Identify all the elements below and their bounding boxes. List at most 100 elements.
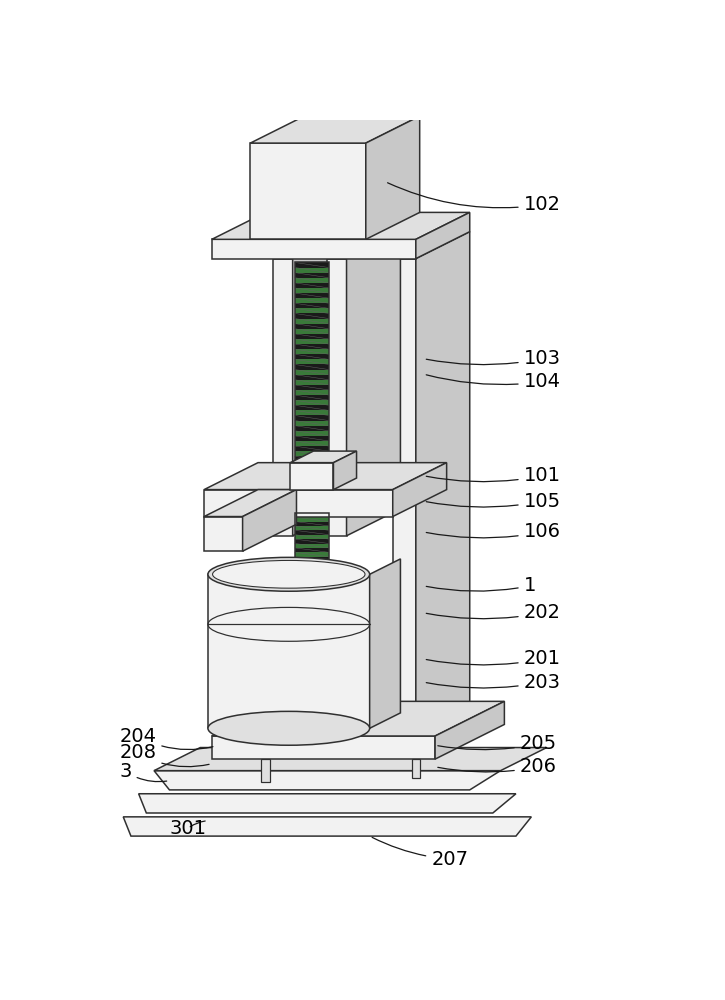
- Text: 104: 104: [426, 372, 560, 391]
- Polygon shape: [295, 441, 329, 446]
- Polygon shape: [295, 395, 329, 400]
- Polygon shape: [295, 539, 329, 544]
- Polygon shape: [295, 354, 329, 359]
- Polygon shape: [295, 436, 329, 441]
- Polygon shape: [295, 329, 329, 334]
- Text: 105: 105: [426, 492, 560, 511]
- Polygon shape: [295, 344, 329, 349]
- Polygon shape: [295, 334, 329, 339]
- Polygon shape: [327, 259, 347, 536]
- Polygon shape: [295, 308, 329, 313]
- Polygon shape: [295, 303, 329, 308]
- Text: 207: 207: [372, 837, 468, 869]
- Text: 301: 301: [170, 819, 207, 838]
- Polygon shape: [295, 544, 329, 548]
- Text: 204: 204: [120, 726, 213, 750]
- Polygon shape: [295, 262, 329, 268]
- Polygon shape: [295, 410, 329, 415]
- Polygon shape: [295, 548, 329, 552]
- Polygon shape: [295, 385, 329, 390]
- Polygon shape: [212, 701, 505, 736]
- Polygon shape: [212, 736, 435, 759]
- Polygon shape: [416, 232, 470, 751]
- Polygon shape: [393, 259, 416, 751]
- Polygon shape: [295, 552, 329, 557]
- Text: 202: 202: [426, 603, 560, 622]
- Polygon shape: [295, 324, 329, 329]
- Polygon shape: [154, 771, 500, 790]
- Polygon shape: [295, 273, 329, 278]
- Polygon shape: [295, 359, 329, 364]
- Text: 206: 206: [438, 757, 557, 776]
- Polygon shape: [295, 561, 329, 566]
- Ellipse shape: [208, 557, 370, 591]
- Text: 101: 101: [426, 466, 560, 485]
- Polygon shape: [204, 463, 447, 490]
- Polygon shape: [295, 522, 329, 526]
- Polygon shape: [295, 446, 329, 451]
- Text: 203: 203: [426, 673, 560, 692]
- Polygon shape: [327, 232, 400, 259]
- Polygon shape: [295, 431, 329, 436]
- Polygon shape: [295, 535, 329, 539]
- Polygon shape: [366, 116, 420, 239]
- Polygon shape: [273, 259, 293, 536]
- Polygon shape: [295, 293, 329, 298]
- Polygon shape: [295, 421, 329, 426]
- Polygon shape: [295, 268, 329, 273]
- Text: 103: 103: [426, 349, 560, 368]
- Polygon shape: [295, 364, 329, 370]
- Polygon shape: [261, 759, 270, 782]
- Polygon shape: [290, 451, 357, 463]
- Polygon shape: [295, 526, 329, 530]
- Polygon shape: [295, 456, 329, 461]
- Polygon shape: [370, 559, 400, 728]
- Text: 106: 106: [426, 522, 560, 541]
- Polygon shape: [347, 232, 400, 536]
- Polygon shape: [393, 463, 447, 517]
- Polygon shape: [295, 380, 329, 385]
- Polygon shape: [295, 375, 329, 380]
- Polygon shape: [295, 557, 329, 561]
- Text: 205: 205: [438, 734, 557, 753]
- Polygon shape: [212, 212, 470, 239]
- Polygon shape: [273, 232, 347, 259]
- Polygon shape: [295, 415, 329, 421]
- Polygon shape: [295, 313, 329, 319]
- Polygon shape: [295, 349, 329, 354]
- Polygon shape: [295, 513, 329, 517]
- Polygon shape: [208, 574, 370, 728]
- Polygon shape: [295, 517, 329, 521]
- Polygon shape: [243, 490, 297, 551]
- Polygon shape: [293, 232, 347, 536]
- Polygon shape: [250, 116, 420, 143]
- Text: 201: 201: [426, 650, 560, 668]
- Polygon shape: [204, 490, 297, 517]
- Polygon shape: [295, 283, 329, 288]
- Polygon shape: [295, 390, 329, 395]
- Polygon shape: [334, 451, 357, 490]
- Polygon shape: [295, 370, 329, 375]
- Polygon shape: [416, 212, 470, 259]
- Ellipse shape: [208, 711, 370, 745]
- Polygon shape: [295, 319, 329, 324]
- Polygon shape: [295, 426, 329, 431]
- Text: 208: 208: [120, 743, 209, 767]
- Polygon shape: [250, 143, 366, 239]
- Text: 3: 3: [120, 762, 167, 782]
- Polygon shape: [295, 298, 329, 303]
- Polygon shape: [295, 278, 329, 283]
- Polygon shape: [295, 566, 329, 570]
- Text: 102: 102: [388, 183, 560, 214]
- Polygon shape: [295, 288, 329, 293]
- Polygon shape: [295, 451, 329, 456]
- Polygon shape: [290, 463, 334, 490]
- Polygon shape: [295, 339, 329, 344]
- Polygon shape: [295, 461, 329, 466]
- Polygon shape: [435, 701, 505, 759]
- Ellipse shape: [212, 560, 365, 588]
- Polygon shape: [204, 517, 243, 551]
- Text: 1: 1: [426, 576, 536, 595]
- Polygon shape: [123, 817, 531, 836]
- Polygon shape: [204, 490, 393, 517]
